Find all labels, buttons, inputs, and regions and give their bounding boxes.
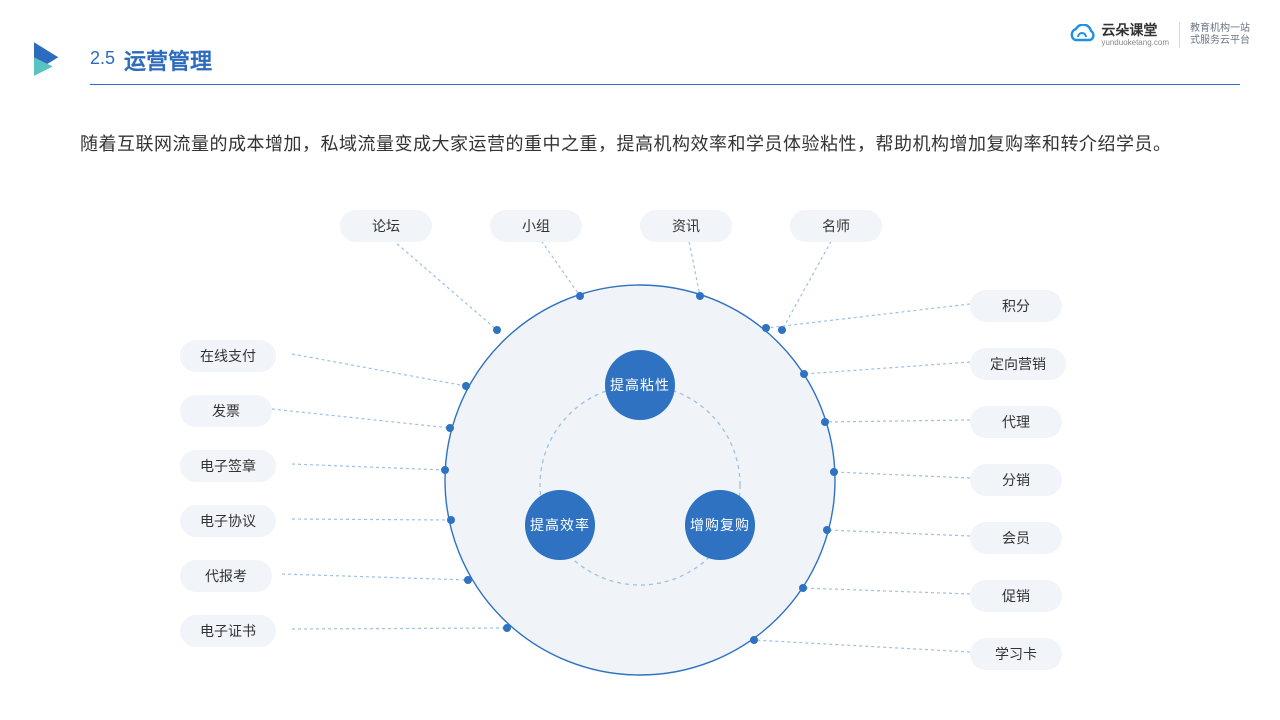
pill-group: 小组 [490, 210, 582, 242]
play-icon [34, 42, 62, 78]
pill-member: 会员 [970, 522, 1062, 554]
connector-left-line [292, 354, 466, 386]
pill-agent: 代理 [970, 406, 1062, 438]
section-number: 2.5 [90, 48, 115, 69]
pill-eagree: 电子协议 [180, 505, 276, 537]
connector-right-line [827, 530, 970, 536]
pill-teacher: 名师 [790, 210, 882, 242]
pill-dist: 分销 [970, 464, 1062, 496]
brand-domain: yunduoketang.com [1101, 38, 1169, 47]
connector-top-line [782, 236, 834, 330]
pill-pay: 在线支付 [180, 340, 276, 372]
tagline-line1: 教育机构一站 [1190, 23, 1250, 36]
pill-card: 学习卡 [970, 638, 1062, 670]
connector-left-line [292, 628, 507, 629]
connector-top-line [538, 236, 580, 296]
slide: 2.5 运营管理 云朵课堂 yunduoketang.com 教育机构一站 式服… [0, 0, 1280, 720]
connector-right-line [766, 304, 970, 328]
connector-top-line [388, 236, 497, 330]
connector-right-line [754, 640, 970, 652]
connector-right-line [825, 420, 970, 422]
pill-exam: 代报考 [180, 560, 272, 592]
brand-tagline: 教育机构一站 式服务云平台 [1190, 23, 1250, 48]
connector-left-line [292, 464, 445, 470]
brand-name: 云朵课堂 [1101, 23, 1169, 38]
hub-stickiness: 提高粘性 [605, 350, 675, 420]
connector-top-line [688, 236, 700, 296]
pill-news: 资讯 [640, 210, 732, 242]
pill-promo: 促销 [970, 580, 1062, 612]
body-paragraph: 随着互联网流量的成本增加，私域流量变成大家运营的重中之重，提高机构效率和学员体验… [80, 128, 1230, 161]
pill-points: 积分 [970, 290, 1062, 322]
connector-right-line [804, 362, 970, 374]
title-underline [90, 84, 1240, 85]
operations-diagram: 提高粘性提高效率 增购复购 论坛 小组 资讯 名师在线支付发票电子签章电子协议代报考电子证… [0, 200, 1280, 720]
pill-forum: 论坛 [340, 210, 432, 242]
brand-logo: 云朵课堂 yunduoketang.com 教育机构一站 式服务云平台 [1067, 22, 1250, 48]
connector-left-line [292, 519, 451, 520]
connector-right-line [803, 588, 970, 594]
pill-cert: 电子证书 [180, 615, 276, 647]
connector-right-line [834, 472, 970, 478]
hub-repurchase: 增购复购 [685, 490, 755, 560]
connector-left-line [282, 574, 468, 580]
logo-divider [1179, 22, 1180, 48]
connector-left-line [272, 409, 450, 428]
tagline-line2: 式服务云平台 [1190, 35, 1250, 48]
pill-invoice: 发票 [180, 395, 272, 427]
cloud-icon [1067, 24, 1097, 46]
pill-esign: 电子签章 [180, 450, 276, 482]
pill-target: 定向营销 [970, 348, 1066, 380]
hub-efficiency: 提高效率 [525, 490, 595, 560]
section-title: 运营管理 [124, 44, 212, 76]
